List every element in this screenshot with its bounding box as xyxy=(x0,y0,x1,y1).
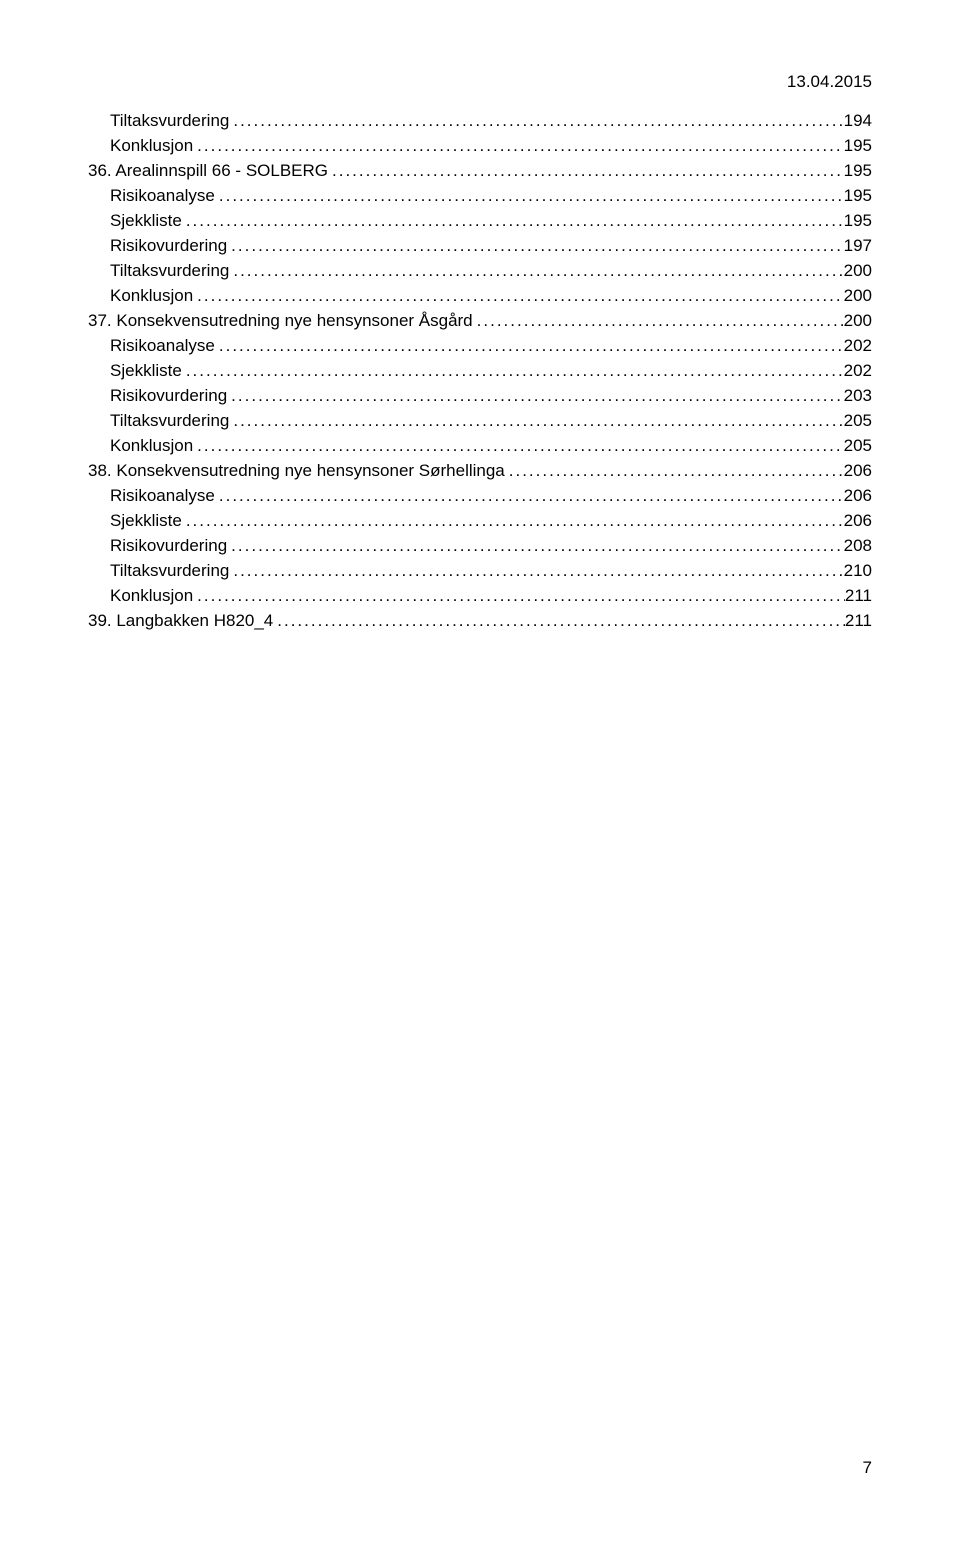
toc-dot-leader xyxy=(182,212,844,229)
toc-entry-label: 39. Langbakken H820_4 xyxy=(88,612,273,629)
toc-entry-page: 206 xyxy=(844,462,872,479)
toc-entry-page: 211 xyxy=(845,587,872,604)
toc-entry-page: 200 xyxy=(844,287,872,304)
toc-dot-leader xyxy=(215,337,844,354)
toc-entry-page: 205 xyxy=(844,412,872,429)
toc-entry-label: 38. Konsekvensutredning nye hensynsoner … xyxy=(88,462,505,479)
toc-dot-leader xyxy=(273,612,845,629)
toc-entry: Sjekkliste 202 xyxy=(88,362,872,379)
toc-entry-page: 200 xyxy=(844,262,872,279)
toc-entry-page: 202 xyxy=(844,362,872,379)
toc-entry-page: 211 xyxy=(845,612,872,629)
toc-dot-leader xyxy=(215,187,844,204)
toc-entry: Tiltaksvurdering 194 xyxy=(88,112,872,129)
toc-entry: Sjekkliste 195 xyxy=(88,212,872,229)
toc-entry-page: 195 xyxy=(844,162,872,179)
toc-entry-page: 208 xyxy=(844,537,872,554)
toc-entry-page: 194 xyxy=(844,112,872,129)
toc-dot-leader xyxy=(227,387,843,404)
toc-entry-page: 202 xyxy=(844,337,872,354)
toc-entry: Risikoanalyse 195 xyxy=(88,187,872,204)
page-number: 7 xyxy=(863,1458,872,1478)
toc-entry-label: Tiltaksvurdering xyxy=(110,412,229,429)
toc-entry: 36. Arealinnspill 66 - SOLBERG 195 xyxy=(88,162,872,179)
toc-dot-leader xyxy=(182,512,844,529)
toc-entry-label: Risikoanalyse xyxy=(110,187,215,204)
toc-entry: Risikoanalyse 202 xyxy=(88,337,872,354)
toc-dot-leader xyxy=(229,562,843,579)
table-of-contents: Tiltaksvurdering194Konklusjon19536. Area… xyxy=(88,112,872,629)
toc-entry-page: 195 xyxy=(844,187,872,204)
toc-entry-label: Konklusjon xyxy=(110,437,193,454)
toc-dot-leader xyxy=(229,112,843,129)
toc-entry-label: 37. Konsekvensutredning nye hensynsoner … xyxy=(88,312,473,329)
toc-entry: Sjekkliste 206 xyxy=(88,512,872,529)
toc-entry-page: 210 xyxy=(844,562,872,579)
date-header: 13.04.2015 xyxy=(88,72,872,92)
toc-dot-leader xyxy=(215,487,844,504)
toc-entry-label: Risikoanalyse xyxy=(110,487,215,504)
toc-dot-leader xyxy=(227,237,843,254)
toc-entry-label: 36. Arealinnspill 66 - SOLBERG xyxy=(88,162,328,179)
toc-dot-leader xyxy=(505,462,844,479)
toc-dot-leader xyxy=(229,412,843,429)
toc-entry-label: Konklusjon xyxy=(110,287,193,304)
toc-entry: 37. Konsekvensutredning nye hensynsoner … xyxy=(88,312,872,329)
toc-entry-label: Risikovurdering xyxy=(110,237,227,254)
toc-entry-label: Tiltaksvurdering xyxy=(110,562,229,579)
document-page: 13.04.2015 Tiltaksvurdering 194 Konklusjon… xyxy=(0,0,960,1550)
toc-entry: Risikovurdering 203 xyxy=(88,387,872,404)
toc-entry-label: Risikovurdering xyxy=(110,537,227,554)
toc-entry: Konklusjon 211 xyxy=(88,587,872,604)
toc-entry-page: 197 xyxy=(844,237,872,254)
toc-entry-page: 206 xyxy=(844,487,872,504)
toc-entry-label: Tiltaksvurdering xyxy=(110,262,229,279)
toc-dot-leader xyxy=(193,137,843,154)
toc-dot-leader xyxy=(473,312,844,329)
toc-entry-page: 195 xyxy=(844,137,872,154)
toc-entry-label: Risikovurdering xyxy=(110,387,227,404)
toc-entry-page: 200 xyxy=(844,312,872,329)
toc-entry: Risikoanalyse 206 xyxy=(88,487,872,504)
toc-entry: Tiltaksvurdering 205 xyxy=(88,412,872,429)
toc-entry: Tiltaksvurdering 210 xyxy=(88,562,872,579)
toc-dot-leader xyxy=(227,537,843,554)
toc-entry-page: 203 xyxy=(844,387,872,404)
toc-entry-label: Sjekkliste xyxy=(110,212,182,229)
toc-dot-leader xyxy=(193,437,843,454)
toc-entry-label: Sjekkliste xyxy=(110,512,182,529)
toc-dot-leader xyxy=(229,262,843,279)
toc-dot-leader xyxy=(182,362,844,379)
toc-entry: Konklusjon 200 xyxy=(88,287,872,304)
toc-entry: 38. Konsekvensutredning nye hensynsoner … xyxy=(88,462,872,479)
toc-entry-label: Sjekkliste xyxy=(110,362,182,379)
toc-entry-page: 195 xyxy=(844,212,872,229)
toc-entry: Risikovurdering 197 xyxy=(88,237,872,254)
toc-dot-leader xyxy=(193,587,845,604)
toc-entry: 39. Langbakken H820_4 211 xyxy=(88,612,872,629)
toc-entry: Tiltaksvurdering 200 xyxy=(88,262,872,279)
toc-entry-page: 206 xyxy=(844,512,872,529)
toc-entry-label: Risikoanalyse xyxy=(110,337,215,354)
toc-entry: Risikovurdering 208 xyxy=(88,537,872,554)
toc-entry-page: 205 xyxy=(844,437,872,454)
toc-entry-label: Konklusjon xyxy=(110,587,193,604)
toc-entry-label: Tiltaksvurdering xyxy=(110,112,229,129)
toc-entry: Konklusjon 195 xyxy=(88,137,872,154)
toc-entry: Konklusjon 205 xyxy=(88,437,872,454)
toc-dot-leader xyxy=(193,287,843,304)
toc-entry-label: Konklusjon xyxy=(110,137,193,154)
toc-dot-leader xyxy=(328,162,844,179)
